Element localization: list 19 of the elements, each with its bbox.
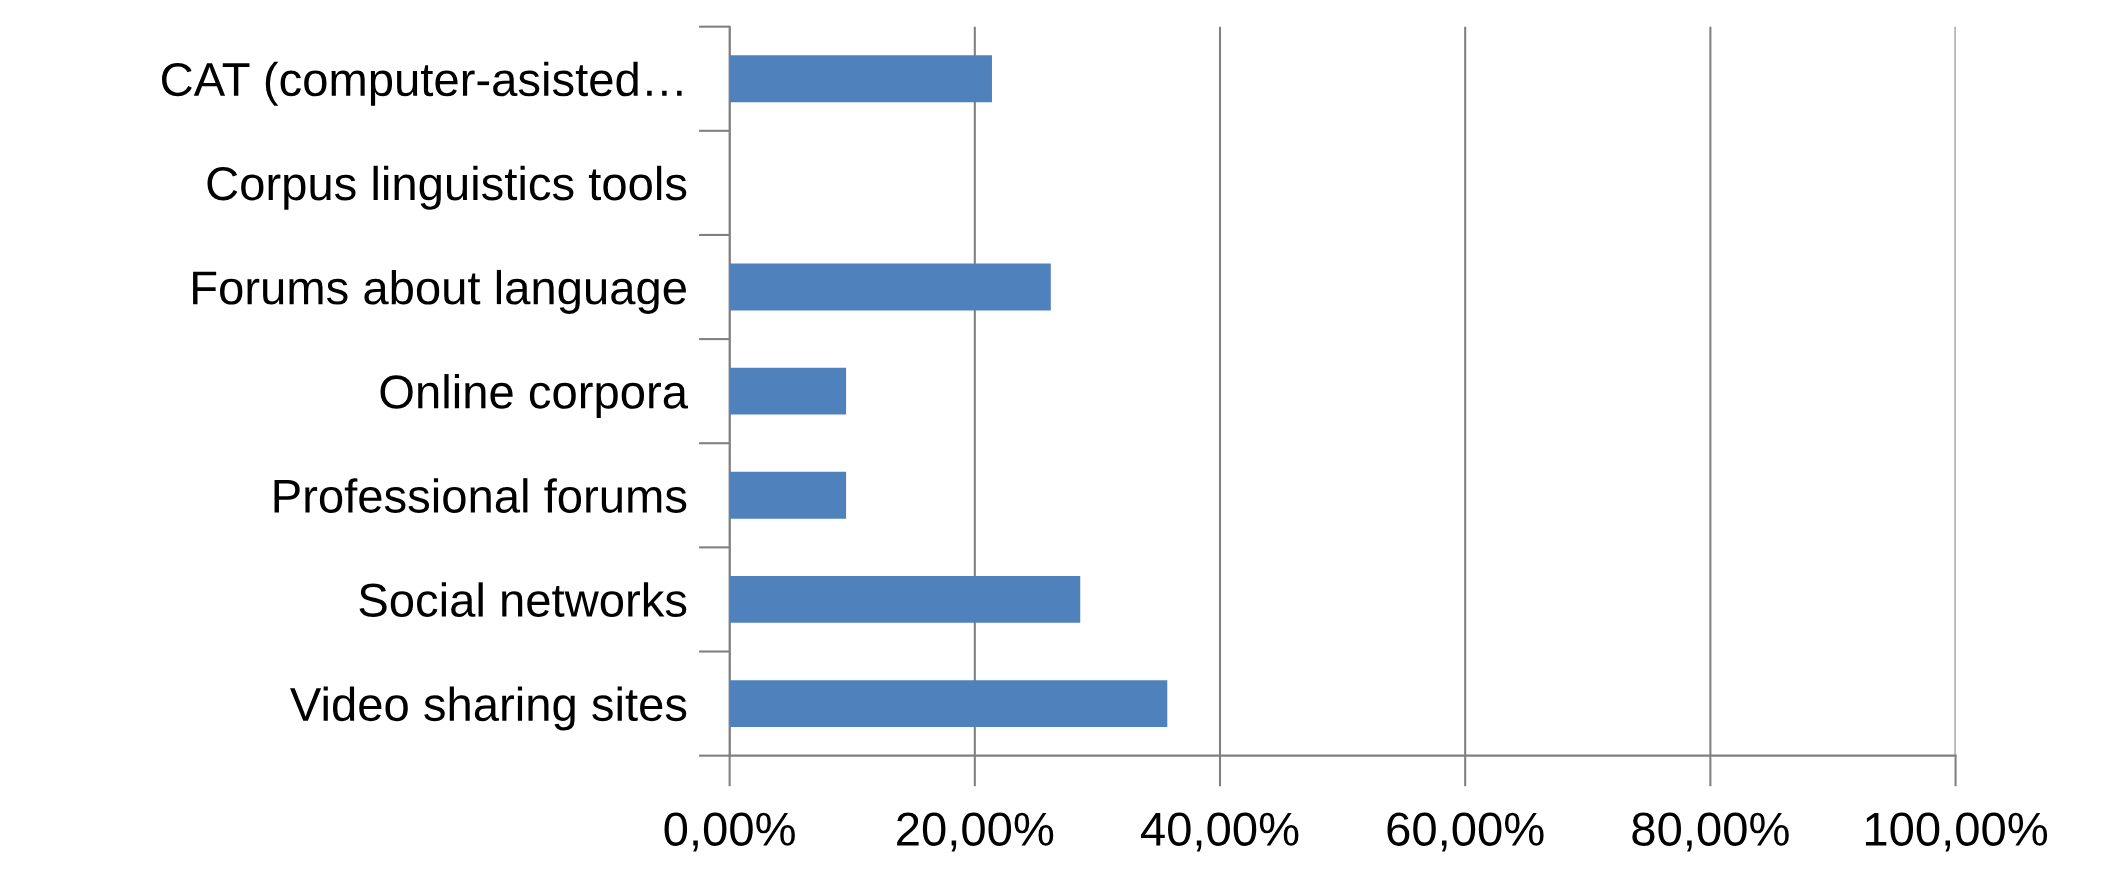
y-tick-label: Forums about language: [193, 269, 686, 314]
x-tick-label: 100,00%: [1865, 812, 2048, 852]
bar: [729, 471, 847, 519]
y-tick-label: Professional forums: [274, 478, 687, 513]
x-tick-label: 40,00%: [1141, 812, 1299, 852]
x-tick-label: 0,00%: [664, 812, 795, 852]
bar: [729, 680, 1168, 728]
bar: [729, 55, 992, 103]
bar: [729, 367, 847, 415]
y-tick-label: Corpus linguistics tools: [207, 165, 687, 210]
bar: [729, 576, 1081, 623]
bar: [729, 263, 1051, 311]
x-tick-label: 60,00%: [1387, 812, 1544, 852]
y-tick-label: CAT (computer-asisted…: [161, 61, 682, 106]
y-tick-label: Video sharing sites: [290, 686, 687, 731]
x-tick-label: 80,00%: [1632, 812, 1789, 852]
y-tick-label: Online corpora: [380, 374, 688, 419]
x-tick-label: 20,00%: [897, 812, 1054, 852]
y-tick-label: Social networks: [359, 582, 687, 618]
